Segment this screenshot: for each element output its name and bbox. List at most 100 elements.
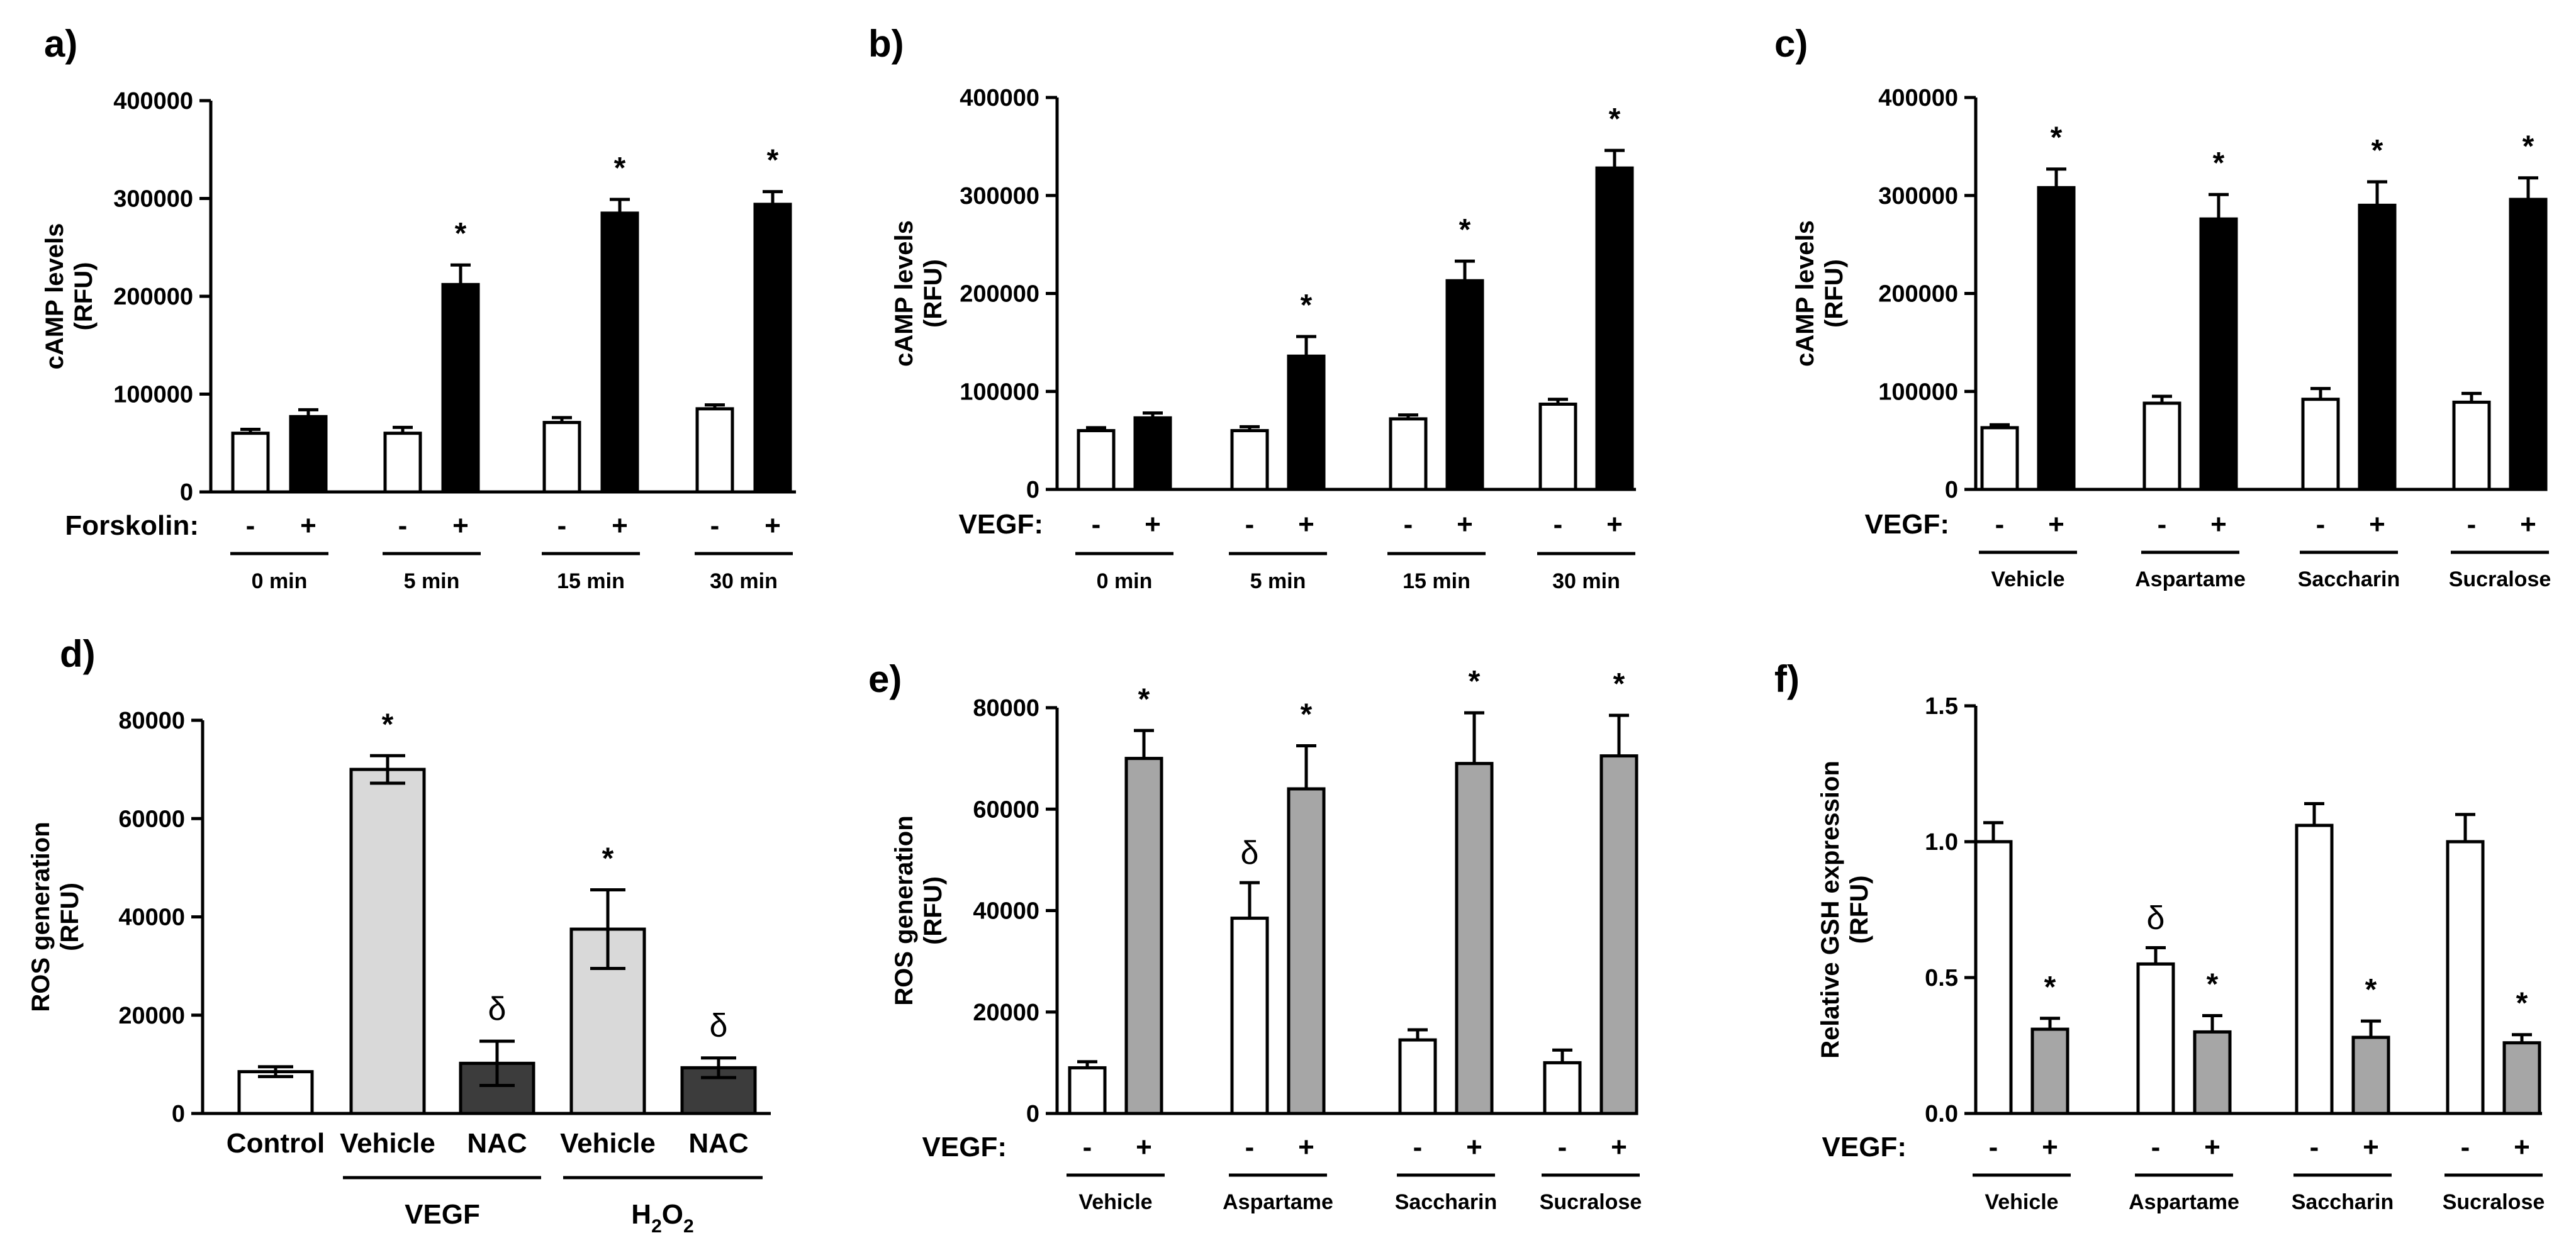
group-label: 0 min [1097, 569, 1153, 593]
y-tick-label: 0.5 [1925, 965, 1958, 991]
group-label: 5 min [1250, 569, 1306, 593]
y-tick-label: 1.0 [1925, 829, 1958, 856]
treatment-sign: - [1083, 1132, 1092, 1163]
y-axis-label-line: (RFU) [919, 259, 947, 328]
significance-marker: * [2365, 973, 2377, 1007]
significance-marker: * [2207, 968, 2219, 1001]
y-tick-label: 40000 [118, 905, 185, 931]
significance-marker: * [602, 842, 614, 876]
treatment-sign: - [398, 510, 408, 541]
group-label: 15 min [557, 569, 625, 593]
y-axis-label: cAMP levels(RFU) [1791, 220, 1848, 367]
panel-label: e) [868, 658, 902, 700]
y-tick-label: 400000 [1878, 85, 1958, 111]
significance-marker: * [1609, 103, 1621, 136]
y-tick-label: 0 [180, 479, 193, 506]
y-tick-label: 0.0 [1925, 1101, 1958, 1127]
bar [231, 432, 270, 494]
treatment-sign: - [2151, 1132, 2161, 1163]
bar [1980, 426, 2019, 491]
bar [1124, 757, 1163, 1115]
y-tick-label: 0 [172, 1101, 185, 1127]
treatment-sign: - [2467, 509, 2477, 540]
bar [1398, 1038, 1437, 1115]
treatment-sign: + [2042, 1132, 2058, 1163]
treatment-sign: - [1092, 509, 1101, 540]
y-axis-label-line: cAMP levels [890, 220, 918, 367]
bar [237, 1070, 314, 1115]
y-axis-label-line: Relative GSH expression [1817, 761, 1844, 1059]
group-label: Aspartame [1223, 1190, 1333, 1214]
y-axis-label-line: cAMP levels [1791, 220, 1819, 367]
bar [2037, 186, 2076, 491]
panel-b: b) 0 100000 200000 300000 400000 cAMP levels(R… [868, 23, 1636, 593]
treatment-label: VEGF: [922, 1132, 1007, 1163]
category-label: NAC [467, 1128, 527, 1159]
treatment-sign: + [1145, 509, 1161, 540]
y-axis-label-line: ROS generation [890, 815, 918, 1005]
panel-a: a) 0 100000 200000 300000 400000 cAMP levels(R… [41, 23, 796, 593]
bar [2446, 840, 2485, 1115]
y-axis-label-line: (RFU) [1820, 259, 1848, 328]
bar [2030, 1027, 2069, 1115]
treatment-sign: - [246, 510, 255, 541]
y-tick-label: 80000 [973, 695, 1039, 722]
y-axis-label-line: (RFU) [1845, 876, 1873, 944]
y-tick-label: 100000 [1878, 379, 1958, 405]
y-tick-label: 20000 [973, 1000, 1039, 1026]
panel-d: d) 0 20000 40000 60000 80000 ROS generation(RF… [27, 633, 771, 1237]
treatment-sign: - [1404, 509, 1413, 540]
treatment-label: VEGF: [959, 509, 1043, 540]
y-axis-label: cAMP levels(RFU) [890, 220, 947, 367]
significance-marker: * [2213, 147, 2225, 180]
treatment-label: VEGF: [1822, 1132, 1907, 1163]
panel-label: f) [1774, 658, 1800, 700]
bar [1133, 416, 1172, 491]
bar [1230, 917, 1269, 1115]
y-axis-label: cAMP levels(RFU) [41, 223, 98, 370]
bar [2142, 401, 2181, 491]
bar [349, 767, 426, 1115]
y-tick-label: 20000 [118, 1003, 185, 1029]
significance-marker: * [767, 144, 779, 177]
significance-marker: * [1301, 289, 1313, 322]
group-label: Vehicle [1078, 1190, 1152, 1214]
panel-f: f) 0.0 0.5 1.0 1.5 Relative GSH expression(RF… [1774, 658, 2545, 1214]
treatment-sign: + [1457, 509, 1473, 540]
treatment-sign: - [2461, 1132, 2470, 1163]
category-label: NAC [688, 1128, 748, 1159]
category-label: Control [227, 1128, 325, 1159]
bar [1077, 429, 1116, 491]
bar [1595, 166, 1634, 491]
significance-marker: * [2044, 971, 2056, 1004]
group-label: 15 min [1403, 569, 1470, 593]
panel-label: c) [1774, 23, 1808, 65]
y-axis-label-line: ROS generation [27, 822, 55, 1012]
y-axis-label: ROS generation(RFU) [27, 822, 84, 1012]
formula-subscript: 2 [683, 1216, 694, 1237]
bar [600, 211, 639, 494]
treatment-sign: - [557, 510, 567, 541]
bar [542, 421, 581, 494]
significance-marker: * [2372, 134, 2383, 167]
group-label: Saccharin [2292, 1190, 2394, 1214]
bar [753, 203, 792, 494]
bar [1455, 762, 1494, 1115]
bar [2351, 1035, 2390, 1115]
treatment-sign: + [2048, 509, 2064, 540]
significance-marker: * [2051, 121, 2063, 155]
significance-marker: * [382, 708, 394, 741]
y-axis-label-line: (RFU) [70, 262, 98, 331]
group-label: 0 min [252, 569, 308, 593]
significance-marker: * [614, 152, 626, 185]
treatment-sign: + [300, 510, 316, 541]
significance-marker: * [2516, 987, 2528, 1020]
formula-part: O [662, 1199, 683, 1230]
significance-marker: * [1469, 665, 1481, 698]
bar [2509, 198, 2548, 491]
significance-marker: * [1459, 213, 1471, 247]
bar [2199, 217, 2238, 491]
y-tick-label: 0 [1026, 477, 1039, 503]
bar [383, 432, 422, 494]
